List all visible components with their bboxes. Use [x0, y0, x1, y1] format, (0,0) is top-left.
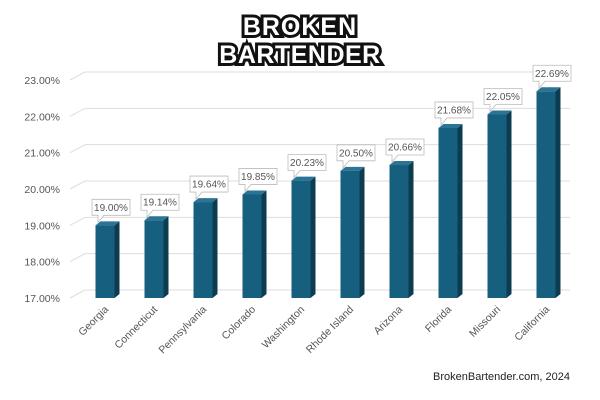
x-category-label: California — [512, 304, 552, 344]
data-label: 22.69% — [532, 64, 572, 90]
source-credit: BrokenBartender.com, 2024 — [433, 371, 570, 383]
bar-front — [389, 165, 409, 298]
bar-side — [114, 221, 120, 298]
bar-top — [536, 87, 561, 92]
bar-side — [359, 166, 365, 298]
bar-side — [408, 161, 414, 298]
data-label: 19.85% — [238, 168, 278, 193]
bar — [144, 216, 169, 298]
data-label-text: 19.64% — [192, 180, 226, 191]
bar-front — [438, 127, 458, 299]
data-labels: 19.00% 19.14% 19.64% 19.85% 20.23% 20.50% 20.6… — [91, 64, 572, 224]
x-category-label: Georgia — [76, 304, 111, 339]
bar — [291, 176, 316, 298]
y-tick-label: 19.00% — [24, 220, 60, 232]
bar-top — [242, 190, 267, 195]
x-category-label: Arizona — [371, 304, 405, 338]
y-tick-label: 20.00% — [24, 184, 60, 196]
bar-side — [163, 216, 169, 298]
bar-top — [291, 176, 316, 181]
bar-front — [291, 180, 311, 298]
bar-side — [212, 198, 218, 298]
bar-side — [555, 87, 561, 298]
y-axis-ticks: 17.00% 18.00% 19.00% 20.00% 21.00% 22.00% 23.0… — [24, 75, 60, 305]
gridline — [69, 71, 570, 81]
data-label-box — [238, 168, 278, 193]
bar — [487, 110, 512, 299]
logo-line-2: BARTENDER — [219, 41, 380, 69]
x-category-label: Colorado — [219, 304, 258, 343]
data-label-box — [91, 198, 131, 224]
data-label: 20.66% — [385, 138, 425, 164]
data-label: 19.64% — [189, 175, 229, 201]
x-category-label: Connecticut — [112, 304, 160, 352]
bar-top — [340, 166, 365, 171]
data-label-box — [189, 175, 229, 201]
y-tick-label: 23.00% — [24, 75, 60, 87]
data-label-text: 19.00% — [94, 203, 128, 214]
data-label: 20.50% — [336, 144, 376, 169]
y-tick-label: 18.00% — [24, 257, 60, 269]
data-label: 19.00% — [91, 198, 131, 224]
x-category-label: Rhode Island — [304, 304, 356, 356]
bar — [193, 198, 218, 298]
bar-front — [144, 220, 164, 298]
y-tick-label: 17.00% — [24, 293, 60, 305]
bar-front — [95, 225, 115, 298]
bar-top — [438, 123, 463, 128]
data-label-text: 20.23% — [290, 158, 324, 169]
bar-side — [506, 110, 512, 299]
gridline — [69, 107, 570, 117]
bar-side — [261, 190, 267, 298]
bar-top — [193, 198, 218, 203]
bar — [95, 221, 120, 298]
data-label-text: 20.50% — [339, 148, 373, 159]
data-label-text: 22.05% — [486, 92, 520, 103]
data-label-box — [434, 101, 474, 127]
bar — [389, 161, 414, 298]
y-tick-label: 22.00% — [24, 111, 60, 123]
x-category-label: Pennsylvania — [156, 304, 209, 357]
bar-front — [193, 202, 213, 298]
y-tick-label: 21.00% — [24, 148, 60, 160]
data-label-text: 19.14% — [143, 198, 177, 209]
data-label-text: 21.68% — [437, 105, 471, 116]
bar-front — [340, 170, 360, 298]
bar-front — [242, 194, 262, 298]
broken-bartender-logo: BROKEN BARTENDER — [216, 10, 383, 70]
x-category-label: Washington — [260, 304, 308, 352]
data-label-box — [140, 193, 180, 219]
data-label-box — [287, 154, 327, 179]
logo-line-1: BROKEN — [243, 13, 357, 41]
bar-top — [144, 216, 169, 221]
bar-side — [457, 123, 463, 299]
bar-front — [487, 114, 507, 299]
bar — [242, 190, 267, 298]
data-label-box — [385, 138, 425, 164]
data-label-box — [532, 64, 572, 90]
x-category-label: Florida — [423, 304, 454, 335]
data-label-box — [336, 144, 376, 169]
bar-top — [95, 221, 120, 226]
x-category-label: Missouri — [467, 304, 503, 340]
bar-top — [487, 110, 512, 115]
data-label-text: 19.85% — [241, 172, 275, 183]
data-label-box — [483, 88, 523, 113]
bars — [95, 87, 561, 299]
bar-front — [536, 91, 556, 298]
bar — [340, 166, 365, 298]
bar — [438, 123, 463, 299]
data-label: 20.23% — [287, 154, 327, 179]
data-label: 21.68% — [434, 101, 474, 127]
bar-top — [389, 161, 414, 166]
data-label: 22.05% — [483, 88, 523, 113]
data-label-text: 22.69% — [535, 69, 569, 80]
data-label: 19.14% — [140, 193, 180, 219]
bar-side — [310, 176, 316, 298]
data-label-text: 20.66% — [388, 143, 422, 154]
bar — [536, 87, 561, 298]
